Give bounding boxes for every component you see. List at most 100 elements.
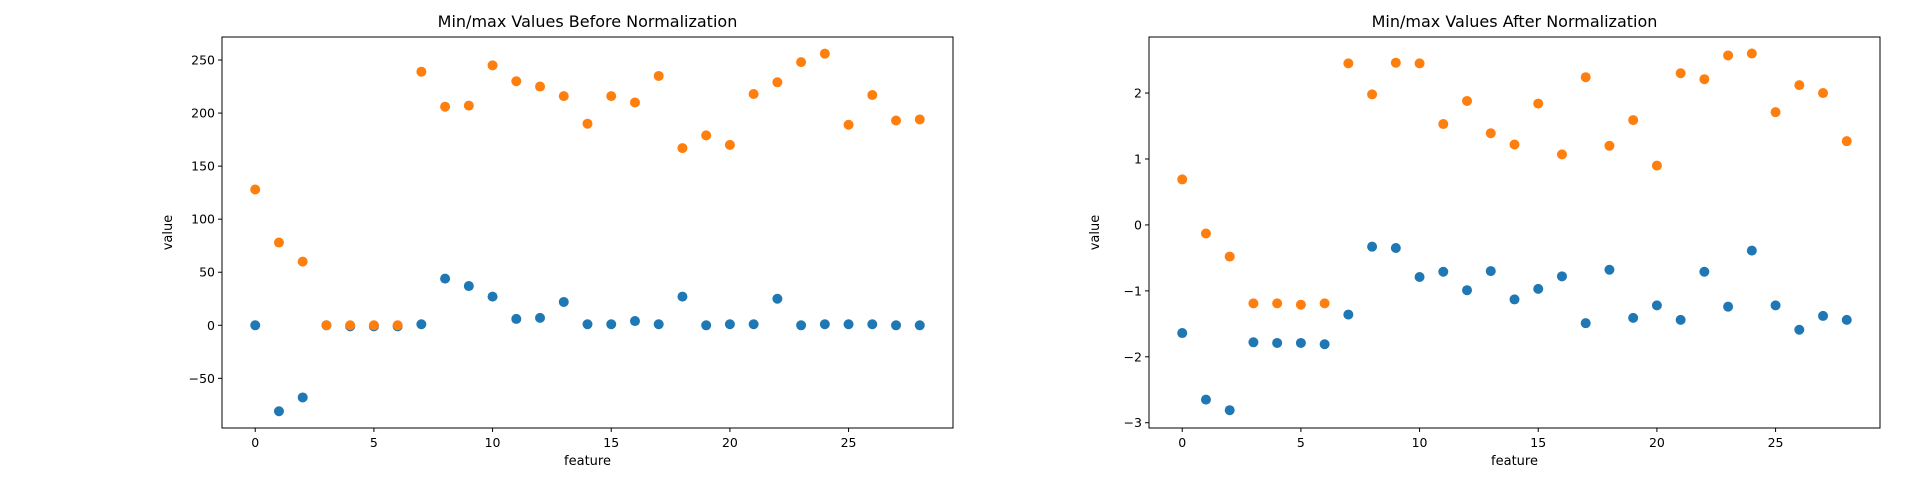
data-point xyxy=(345,320,356,331)
data-point xyxy=(1723,50,1734,61)
data-point xyxy=(1604,140,1615,151)
x-tick-label: 20 xyxy=(1649,435,1665,450)
data-point xyxy=(1438,266,1449,277)
x-tick-label: 5 xyxy=(1297,435,1305,450)
data-point xyxy=(653,70,664,81)
data-point xyxy=(1390,57,1401,68)
data-point xyxy=(1343,58,1354,69)
data-point xyxy=(796,57,807,68)
y-tick-label: −2 xyxy=(1124,349,1142,364)
chart-panel-1: Min/max Values Before Normalization 0 5 10 1… xyxy=(161,12,954,469)
data-point xyxy=(1533,98,1544,109)
data-point xyxy=(273,237,284,248)
data-point xyxy=(867,90,878,101)
data-point xyxy=(1794,80,1805,91)
data-point xyxy=(1224,251,1235,262)
series-1 xyxy=(250,273,925,417)
data-point xyxy=(1272,337,1283,348)
data-point xyxy=(1675,68,1686,79)
data-point xyxy=(297,392,308,403)
data-point xyxy=(440,101,451,112)
data-point xyxy=(1841,314,1852,325)
data-point xyxy=(677,291,688,302)
y-tick-label: 150 xyxy=(191,159,215,174)
data-point xyxy=(297,256,308,267)
data-point xyxy=(416,66,427,77)
data-point xyxy=(1794,324,1805,335)
data-point xyxy=(1462,285,1473,296)
data-point xyxy=(1556,271,1567,282)
data-point xyxy=(463,100,474,111)
data-point xyxy=(843,119,854,130)
data-point xyxy=(1675,314,1686,325)
data-point xyxy=(1651,300,1662,311)
data-point xyxy=(867,319,878,330)
x-tick-label: 20 xyxy=(722,435,738,450)
data-point xyxy=(1651,160,1662,171)
data-point xyxy=(1319,298,1330,309)
data-point xyxy=(250,320,261,331)
data-point xyxy=(677,143,688,154)
data-point xyxy=(1343,309,1354,320)
data-point xyxy=(1580,318,1591,329)
y-tick-label: −50 xyxy=(189,371,215,386)
data-point xyxy=(582,319,593,330)
data-point xyxy=(891,115,902,126)
x-tick-label: 5 xyxy=(370,435,378,450)
data-point xyxy=(629,97,640,108)
data-point xyxy=(1723,301,1734,312)
data-point xyxy=(1770,107,1781,118)
data-point xyxy=(1533,283,1544,294)
data-point xyxy=(914,320,925,331)
data-point xyxy=(1462,95,1473,106)
x-tick-label: 10 xyxy=(1412,435,1428,450)
x-tick-label: 0 xyxy=(1178,435,1186,450)
data-point xyxy=(511,313,522,324)
x-axis-label: feature xyxy=(564,454,611,469)
y-tick-label: 1 xyxy=(1134,151,1142,166)
data-point xyxy=(1224,405,1235,416)
data-point xyxy=(724,319,735,330)
data-point xyxy=(321,320,332,331)
data-point xyxy=(914,114,925,125)
data-point xyxy=(819,319,830,330)
x-tick-label: 25 xyxy=(1768,435,1784,450)
data-point xyxy=(1248,298,1259,309)
data-point xyxy=(1770,300,1781,311)
chart-title: Min/max Values After Normalization xyxy=(1372,12,1658,31)
chart-title: Min/max Values Before Normalization xyxy=(438,12,738,31)
data-point xyxy=(440,273,451,284)
series-2 xyxy=(250,48,925,331)
data-point xyxy=(724,139,735,150)
data-point xyxy=(606,91,617,102)
data-point xyxy=(701,320,712,331)
y-tick-label: 50 xyxy=(199,265,215,280)
data-point xyxy=(653,319,664,330)
data-point xyxy=(1248,337,1259,348)
plot-area-frame xyxy=(1148,36,1881,429)
x-tick-label: 0 xyxy=(251,435,259,450)
data-point xyxy=(1367,241,1378,252)
y-tick-label: 250 xyxy=(191,53,215,68)
data-point xyxy=(1580,72,1591,83)
x-tick-label: 15 xyxy=(603,435,619,450)
data-point xyxy=(1319,339,1330,350)
data-point xyxy=(1746,245,1757,256)
data-point xyxy=(772,293,783,304)
data-point xyxy=(582,118,593,129)
y-tick-label: −3 xyxy=(1124,415,1142,430)
data-point xyxy=(1177,328,1188,339)
data-point xyxy=(1818,88,1829,99)
data-point xyxy=(629,316,640,327)
data-point xyxy=(819,48,830,59)
series-2 xyxy=(1177,48,1852,310)
data-point xyxy=(535,81,546,92)
data-point xyxy=(1295,337,1306,348)
data-point xyxy=(1200,394,1211,405)
data-point xyxy=(1818,310,1829,321)
y-axis-label: value xyxy=(1088,215,1103,251)
series-1 xyxy=(1177,241,1852,416)
data-point xyxy=(368,320,379,331)
